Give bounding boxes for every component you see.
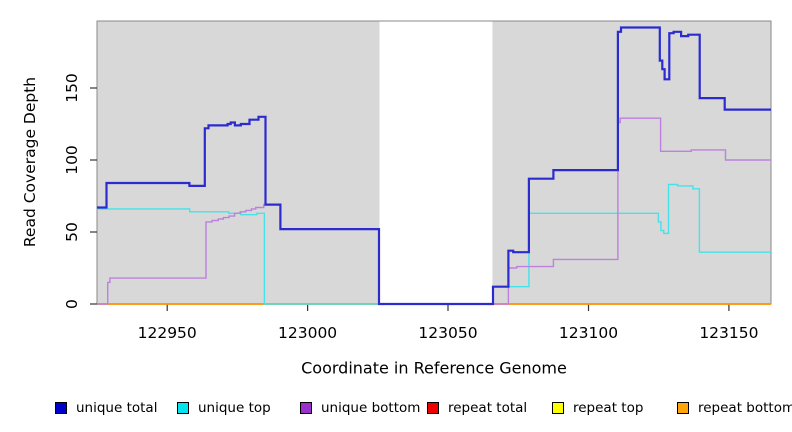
y-axis-label: Read Coverage Depth <box>21 76 39 248</box>
legend-item-unique-total: unique total <box>55 399 157 417</box>
legend-swatch-repeat-bottom <box>677 402 689 414</box>
legend-swatch-unique-top <box>177 402 189 414</box>
series-line-unique-bottom <box>97 117 771 305</box>
legend-item-repeat-bottom: repeat bottom <box>677 399 792 417</box>
y-tick-label: 50 <box>63 222 81 242</box>
legend-item-repeat-top: repeat top <box>552 399 643 417</box>
legend-swatch-repeat-total <box>427 402 439 414</box>
y-tick-label: 100 <box>63 145 81 175</box>
legend-label: repeat top <box>573 400 644 416</box>
x-tick-label: 123100 <box>559 324 618 342</box>
legend-item-repeat-total: repeat total <box>427 399 527 417</box>
chart-legend: unique total unique top unique bottom repea… <box>0 399 792 423</box>
y-tick-label: 150 <box>63 73 81 103</box>
x-tick-label: 123000 <box>278 324 337 342</box>
legend-label: unique total <box>76 400 158 416</box>
legend-swatch-unique-total <box>55 402 67 414</box>
series-line-unique-total <box>97 26 771 306</box>
legend-label: unique top <box>198 400 271 416</box>
masked-region <box>379 21 493 304</box>
x-tick-label: 123050 <box>418 324 477 342</box>
x-axis-label: Coordinate in Reference Genome <box>301 358 567 378</box>
legend-label: unique bottom <box>321 400 421 416</box>
x-tick-label: 123150 <box>699 324 758 342</box>
x-tick-label: 122950 <box>138 324 197 342</box>
y-tick-label: 0 <box>63 299 81 309</box>
legend-item-unique-bottom: unique bottom <box>300 399 420 417</box>
legend-label: repeat bottom <box>698 400 792 416</box>
legend-swatch-unique-bottom <box>300 402 312 414</box>
legend-item-unique-top: unique top <box>177 399 271 417</box>
chart-canvas: 122950 123000 123050 123100 123150 0 50 100 150 <box>63 20 772 342</box>
legend-swatch-repeat-top <box>552 402 564 414</box>
legend-label: repeat total <box>448 400 528 416</box>
